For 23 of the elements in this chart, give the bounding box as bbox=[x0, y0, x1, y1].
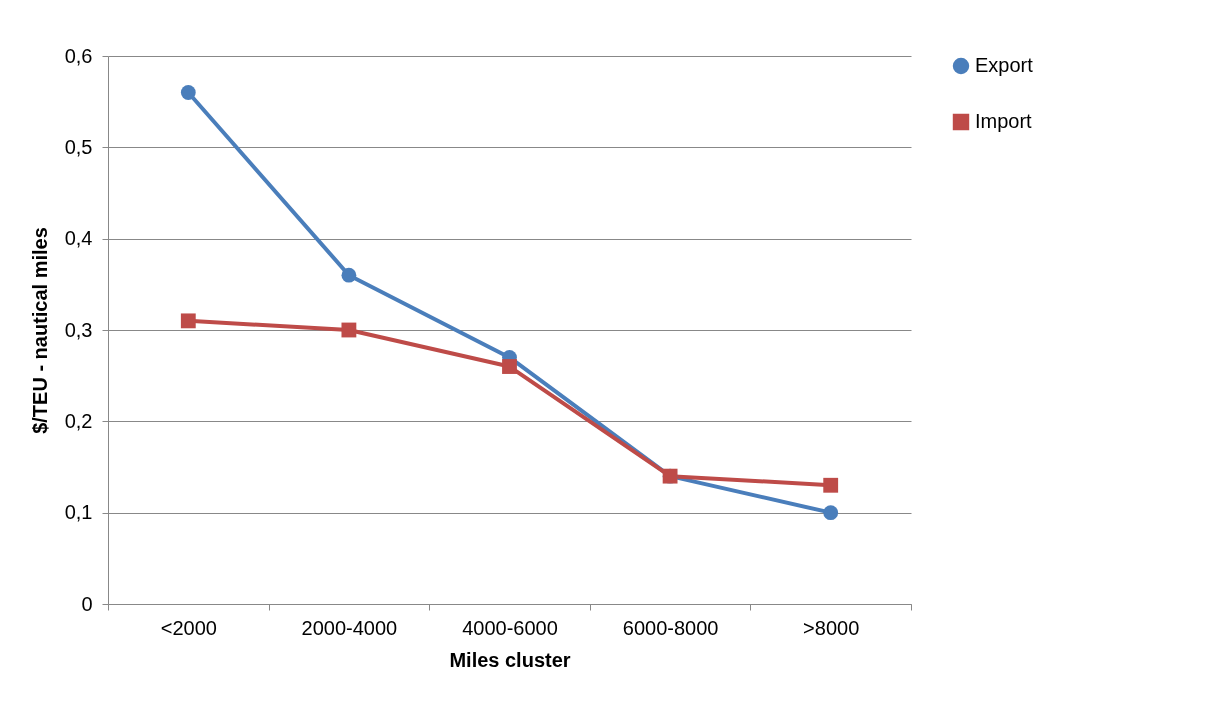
point bbox=[341, 322, 357, 338]
x-tick-label: 6000-8000 bbox=[622, 616, 719, 639]
x-tick-label: <2000 bbox=[160, 616, 217, 639]
x-tick-label: 4000-6000 bbox=[462, 616, 558, 639]
point bbox=[341, 267, 357, 283]
y-tick-label: 0,1 bbox=[64, 501, 93, 524]
x-axis-title: Miles cluster bbox=[449, 648, 571, 671]
y-tick-label: 0,3 bbox=[64, 318, 93, 341]
x-tick-label: >8000 bbox=[803, 616, 860, 639]
x-tick-label: 2000-4000 bbox=[301, 616, 398, 639]
point bbox=[823, 477, 839, 493]
legend-label: Import bbox=[975, 110, 1033, 132]
point bbox=[180, 313, 196, 329]
y-tick-label: 0,6 bbox=[64, 44, 93, 67]
y-axis-title: $/TEU - nautical miles bbox=[28, 227, 51, 434]
point bbox=[502, 359, 517, 374]
y-tick-label: 0,5 bbox=[64, 135, 93, 158]
legend-label: Export bbox=[975, 54, 1034, 76]
y-tick-label: 0 bbox=[81, 592, 93, 615]
point bbox=[180, 85, 196, 100]
y-tick-label: 0,4 bbox=[64, 227, 93, 250]
y-tick-label: 0,2 bbox=[64, 409, 93, 432]
point bbox=[823, 505, 839, 521]
